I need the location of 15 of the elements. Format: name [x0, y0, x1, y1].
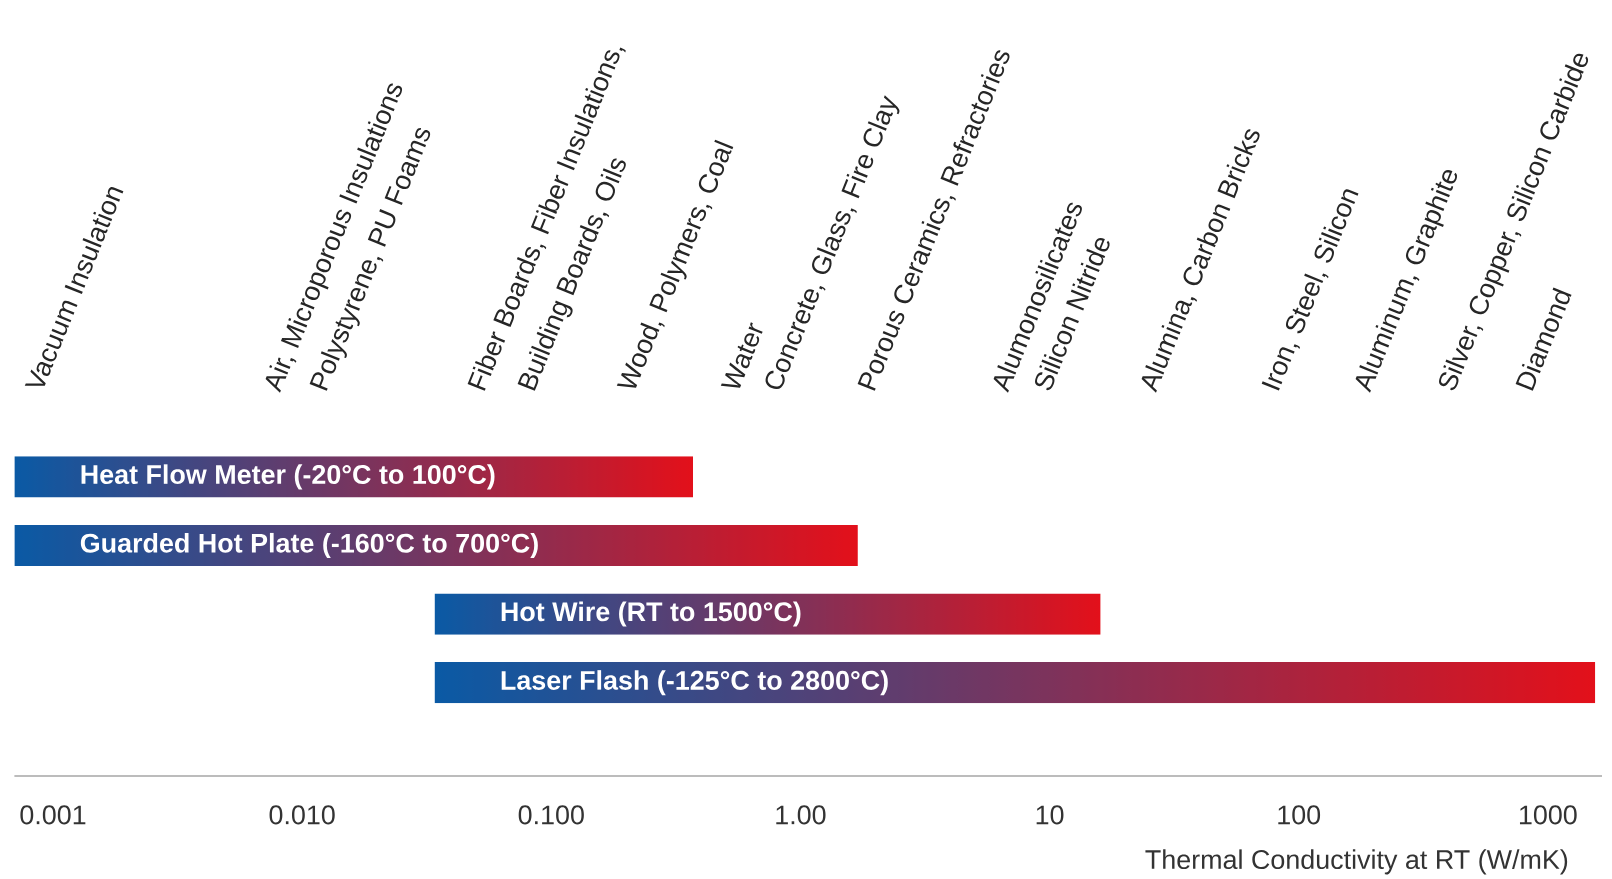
y-tick-label: Guarded Hot Plate (-160°C to 700°C) [80, 532, 538, 559]
text: Water [720, 322, 763, 388]
x-tick-label: 0.010 [269, 805, 335, 825]
x-tick-label: 1.00 [776, 805, 826, 825]
x-tick-label: 1000 [1519, 805, 1577, 825]
bar [14, 524, 858, 567]
y-tick-label: Hot Wire (RT to 1500°C) [501, 601, 801, 627]
y-tick-label: Heat Flow Meter (-20°C to 100°C) [81, 464, 495, 490]
x-tick-label: 10 [1036, 805, 1064, 825]
y-tick-label: Laser Flash (-125°C to 2800°C) [501, 670, 888, 696]
x-tick-label: 0.100 [518, 805, 584, 825]
bar [434, 662, 1596, 704]
x-tick-label: 0.001 [20, 805, 86, 825]
x-tick-label: 100 [1278, 805, 1321, 825]
x-axis-title: Thermal Conductivity at RT (W/mK) [1145, 849, 1568, 875]
